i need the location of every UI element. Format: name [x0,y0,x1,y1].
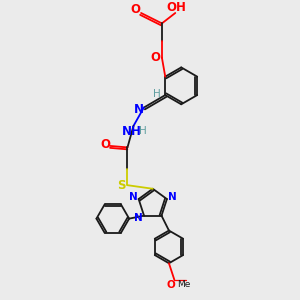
Text: O: O [167,280,175,290]
Text: O: O [150,51,161,64]
Text: O: O [131,3,141,16]
Text: N: N [129,192,138,202]
Text: N: N [134,213,143,223]
Text: H: H [153,88,161,99]
Text: Me: Me [177,280,190,290]
Text: N: N [168,192,177,202]
Text: OH: OH [167,1,187,14]
Text: O: O [100,138,110,151]
Text: NH: NH [122,125,142,139]
Text: N: N [134,103,143,116]
Text: H: H [139,126,147,136]
Text: S: S [117,179,125,192]
